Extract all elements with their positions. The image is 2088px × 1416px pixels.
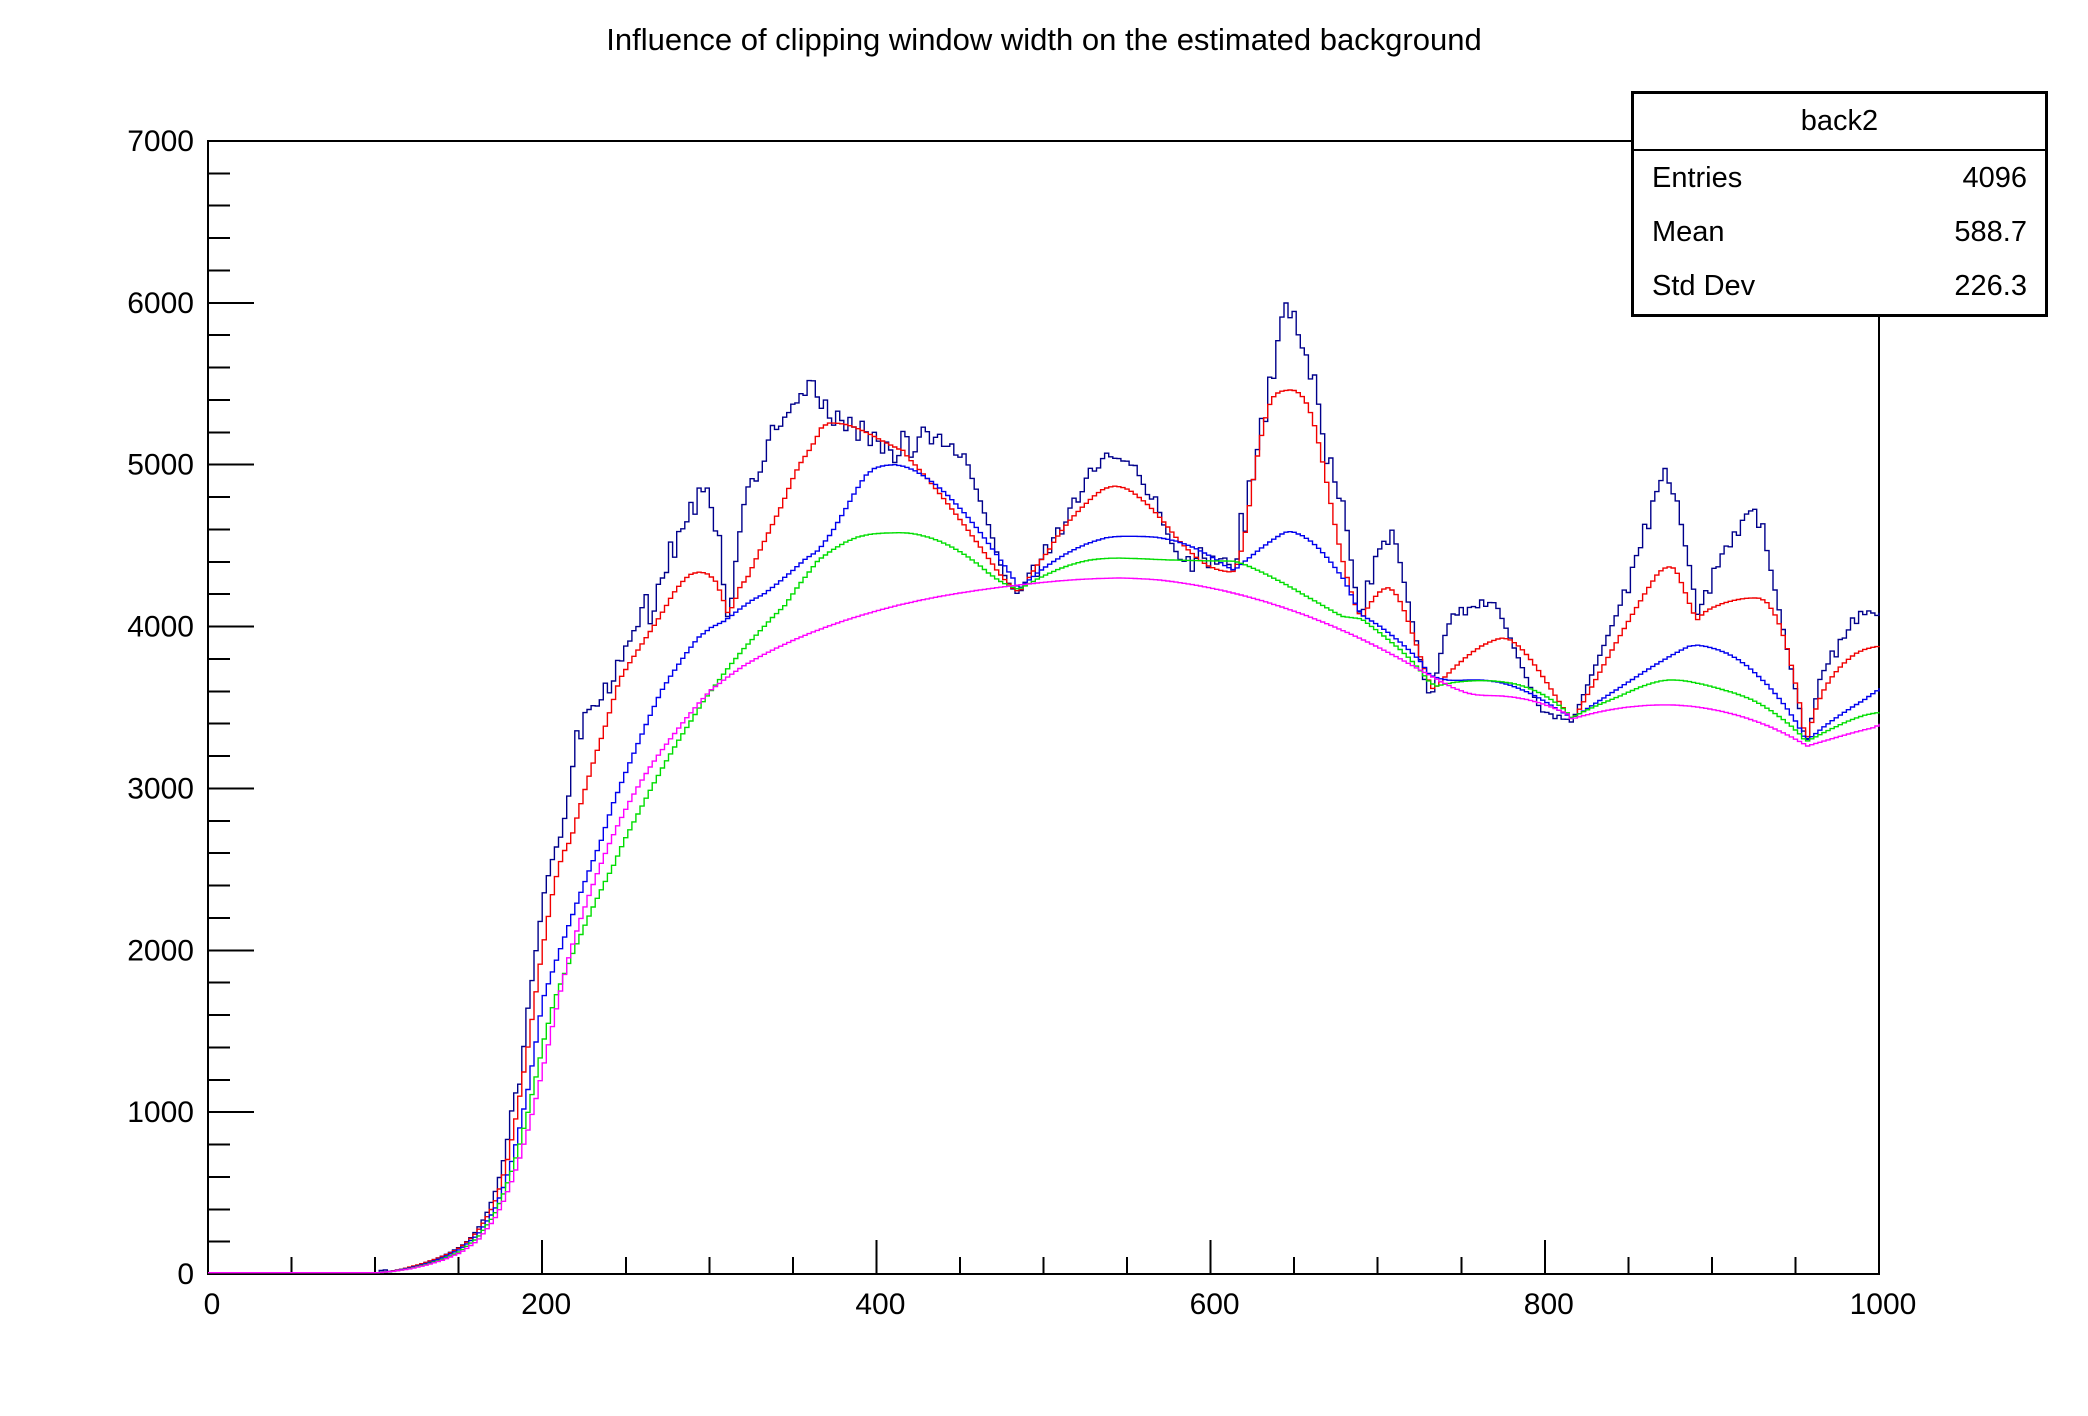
stats-label: Mean bbox=[1652, 215, 1725, 248]
y-tick-label: 5000 bbox=[127, 449, 194, 482]
stats-value: 588.7 bbox=[1954, 215, 2027, 248]
stats-value: 4096 bbox=[1962, 161, 2027, 194]
stats-row-entries: Entries 4096 bbox=[1634, 151, 2045, 205]
chart-title: Influence of clipping window width on th… bbox=[606, 22, 1482, 57]
stats-value: 226.3 bbox=[1954, 269, 2027, 302]
stats-box: back2 Entries 4096 Mean 588.7 Std Dev 22… bbox=[1631, 91, 2048, 317]
y-tick-label: 7000 bbox=[127, 125, 194, 158]
y-tick-label: 2000 bbox=[127, 934, 194, 967]
stats-label: Std Dev bbox=[1652, 269, 1756, 302]
series-spectrum_navy bbox=[208, 302, 1880, 1274]
stats-row-mean: Mean 588.7 bbox=[1634, 205, 2045, 259]
stats-box-title: back2 bbox=[1634, 94, 2045, 151]
x-tick-label: 600 bbox=[1190, 1288, 1240, 1321]
series-background_blue bbox=[208, 464, 1880, 1274]
series-background_red bbox=[208, 389, 1880, 1274]
y-tick-label: 3000 bbox=[127, 772, 194, 805]
stats-label: Entries bbox=[1652, 161, 1743, 194]
y-tick-label: 4000 bbox=[127, 611, 194, 644]
x-tick-label: 200 bbox=[521, 1288, 571, 1321]
x-tick-label: 1000 bbox=[1850, 1288, 1917, 1321]
y-tick-label: 0 bbox=[177, 1258, 194, 1291]
stats-row-stddev: Std Dev 226.3 bbox=[1634, 259, 2045, 313]
x-tick-label: 800 bbox=[1524, 1288, 1574, 1321]
series-background_green bbox=[208, 532, 1880, 1274]
x-tick-label: 0 bbox=[204, 1288, 221, 1321]
series-background_magenta bbox=[208, 577, 1880, 1274]
x-tick-label: 400 bbox=[855, 1288, 905, 1321]
y-tick-label: 6000 bbox=[127, 287, 194, 320]
y-tick-label: 1000 bbox=[127, 1096, 194, 1129]
